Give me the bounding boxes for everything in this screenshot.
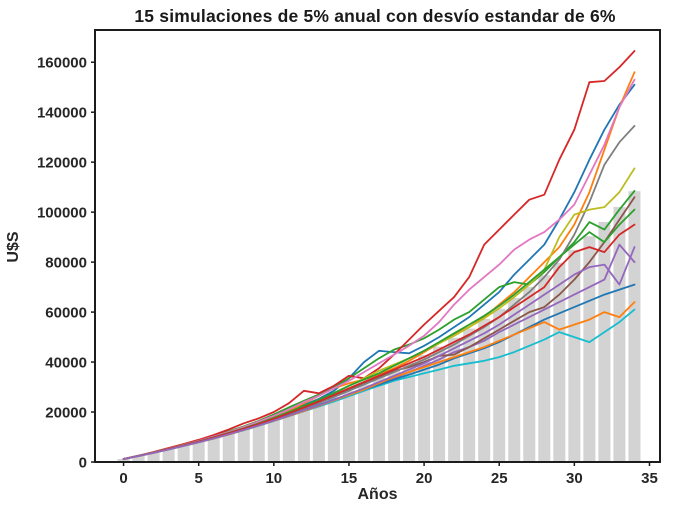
x-tick-label: 20 — [416, 470, 433, 487]
deposit-bar — [613, 206, 626, 462]
deposit-bar — [403, 362, 416, 462]
y-tick-label: 100000 — [37, 205, 87, 222]
y-tick-label: 140000 — [37, 105, 87, 122]
x-tick-label: 15 — [341, 470, 358, 487]
x-tick-label: 25 — [491, 470, 508, 487]
x-axis-label: Años — [357, 486, 398, 503]
deposit-bar — [433, 346, 446, 462]
deposit-bar — [147, 452, 160, 462]
y-tick-label: 80000 — [45, 255, 87, 272]
deposit-bar — [342, 391, 355, 462]
deposit-bar — [192, 441, 205, 462]
deposit-bar — [207, 437, 220, 462]
x-tick-label: 30 — [566, 470, 583, 487]
deposit-bar — [297, 408, 310, 462]
deposit-bar — [117, 459, 130, 462]
deposit-bar — [252, 424, 265, 462]
deposit-bar — [568, 249, 581, 462]
deposit-bar — [177, 445, 190, 462]
y-tick-label: 120000 — [37, 155, 87, 172]
x-tick-label: 10 — [265, 470, 282, 487]
y-axis-label: U$S — [5, 231, 22, 263]
deposit-bar — [222, 433, 235, 462]
deposit-bar — [523, 286, 536, 462]
x-tick-label: 0 — [119, 470, 127, 487]
deposit-bar — [312, 403, 325, 462]
y-tick-label: 60000 — [45, 305, 87, 322]
deposit-bar — [388, 370, 401, 462]
y-tick-label: 160000 — [37, 55, 87, 72]
y-tick-label: 20000 — [45, 405, 87, 422]
deposit-bar — [448, 337, 461, 462]
deposit-bar — [418, 354, 431, 462]
deposit-bar — [583, 236, 596, 462]
deposit-bar — [598, 221, 611, 462]
y-tick-label: 40000 — [45, 355, 87, 372]
deposit-bar — [237, 428, 250, 462]
deposit-bar — [372, 377, 386, 462]
deposit-bar — [162, 449, 175, 462]
deposit-bar — [327, 397, 340, 462]
deposit-bar — [267, 419, 280, 462]
deposit-bar — [357, 384, 370, 462]
deposit-bar — [282, 414, 295, 462]
chart-title: 15 simulaciones de 5% anual con desvío e… — [134, 6, 616, 26]
deposit-bar — [508, 298, 521, 462]
deposit-bar — [628, 191, 641, 462]
simulation-line-sim-15 — [122, 246, 636, 460]
deposit-bar — [493, 308, 506, 462]
deposit-bar — [478, 318, 491, 462]
deposit-bar — [553, 262, 566, 462]
x-tick-label: 35 — [641, 470, 658, 487]
deposit-bar — [132, 455, 145, 462]
simulation-line-sim-4 — [122, 50, 636, 460]
plot-border — [94, 29, 661, 463]
y-tick-label: 0 — [79, 455, 87, 472]
x-tick-label: 5 — [195, 470, 203, 487]
